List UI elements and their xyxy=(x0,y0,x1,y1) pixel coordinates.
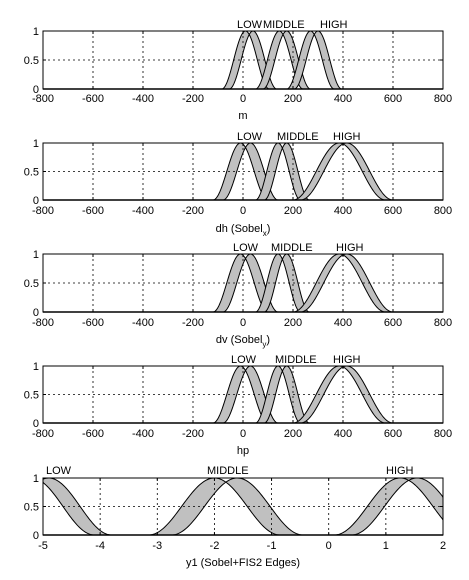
x-tick-label: 600 xyxy=(384,317,402,329)
x-tick-label: -400 xyxy=(132,93,154,105)
x-tick-label: -200 xyxy=(182,317,204,329)
x-tick-label: 200 xyxy=(284,205,302,217)
x-tick-label: -800 xyxy=(32,317,54,329)
x-tick-label: -400 xyxy=(132,428,154,440)
mf-label-high: HIGH xyxy=(386,465,414,477)
x-tick-label: 600 xyxy=(384,205,402,217)
x-tick-label: -800 xyxy=(32,93,54,105)
x-tick-label: -200 xyxy=(182,93,204,105)
mf-label-low: LOW xyxy=(233,242,259,254)
x-tick-label: -2 xyxy=(210,540,220,552)
y-tick-label: 1 xyxy=(33,361,39,373)
y-tick-label: 1 xyxy=(33,473,39,485)
x-tick-label: -4 xyxy=(95,540,105,552)
x-tick-label: 1 xyxy=(383,540,389,552)
y-tick-label: 1 xyxy=(33,249,39,261)
x-tick-label: 400 xyxy=(334,317,352,329)
y-tick-label: 1 xyxy=(33,138,39,150)
x-tick-label: 400 xyxy=(334,93,352,105)
x-tick-label: -800 xyxy=(32,428,54,440)
y-tick-label: 0 xyxy=(33,418,39,430)
x-axis-label: m xyxy=(238,110,247,122)
x-tick-label: 200 xyxy=(284,428,302,440)
mf-label-middle: MIDDLE xyxy=(277,131,319,143)
x-tick-label: 400 xyxy=(334,428,352,440)
x-tick-label: 2 xyxy=(440,540,446,552)
x-tick-label: -600 xyxy=(82,317,104,329)
x-tick-label: 800 xyxy=(434,428,452,440)
subplot-4: -800 -600 -400 -200 0 200 400 600 800 0 0.5 1 LOW MID… xyxy=(24,354,452,457)
x-axis-label: dh (Sobelx) xyxy=(216,223,271,238)
x-axis-label: hp xyxy=(237,445,249,457)
mf-label-high: HIGH xyxy=(333,354,361,366)
mf-label-low: LOW xyxy=(237,131,263,143)
x-tick-label: 0 xyxy=(240,428,246,440)
x-tick-label: -600 xyxy=(82,93,104,105)
x-tick-label: -5 xyxy=(38,540,48,552)
x-axis-label: dv (Sobely) xyxy=(216,334,270,349)
x-tick-label: 0 xyxy=(240,205,246,217)
x-tick-label: -600 xyxy=(82,205,104,217)
y-tick-label: 0.5 xyxy=(24,55,39,67)
mf-label-middle: MIDDLE xyxy=(275,354,317,366)
mf-label-middle: MIDDLE xyxy=(271,242,313,254)
x-tick-label: 800 xyxy=(434,93,452,105)
subplot-3: -800 -600 -400 -200 0 200 400 600 800 0 0.5 1 LOW MID… xyxy=(24,242,452,349)
y-tick-label: 0.5 xyxy=(24,167,39,179)
x-tick-label: -200 xyxy=(182,428,204,440)
x-tick-label: 400 xyxy=(334,205,352,217)
y-tick-label: 0 xyxy=(33,195,39,207)
mf-label-high: HIGH xyxy=(320,19,348,31)
x-tick-label: 0 xyxy=(240,93,246,105)
mf-label-high: HIGH xyxy=(336,242,364,254)
mf-label-high: HIGH xyxy=(333,131,361,143)
x-tick-label: 200 xyxy=(284,317,302,329)
x-tick-label: 800 xyxy=(434,317,452,329)
y-tick-label: 0.5 xyxy=(24,502,39,514)
subplot-5: -5 -4 -3 -2 -1 0 1 2 0 0.5 1 LOW MIDDLE HIGH y1 (Sobel… xyxy=(24,465,446,569)
mf-label-low: LOW xyxy=(231,354,257,366)
y-tick-label: 0.5 xyxy=(24,390,39,402)
y-tick-label: 0 xyxy=(33,307,39,319)
mf-label-middle: MIDDLE xyxy=(207,465,249,477)
y-tick-label: 0 xyxy=(33,84,39,96)
subplot-2: -800 -600 -400 -200 0 200 400 600 800 0 0.5 1 LOW MID… xyxy=(24,131,452,238)
x-tick-label: -400 xyxy=(132,205,154,217)
x-tick-label: -200 xyxy=(182,205,204,217)
x-tick-label: -600 xyxy=(82,428,104,440)
x-tick-label: 800 xyxy=(434,205,452,217)
subplot-1: -800 -600 -400 -200 0 200 400 600 800 0 0.5 1 LOW MID… xyxy=(24,19,452,122)
x-tick-label: -400 xyxy=(132,317,154,329)
x-tick-label: -800 xyxy=(32,205,54,217)
x-axis-label: y1 (Sobel+FIS2 Edges) xyxy=(186,557,300,569)
x-tick-label: -3 xyxy=(152,540,162,552)
x-tick-label: -1 xyxy=(267,540,277,552)
mf-label-low: LOW xyxy=(237,19,263,31)
mf-label-middle: MIDDLE xyxy=(263,19,305,31)
x-tick-label: 0 xyxy=(326,540,332,552)
mf-label-low: LOW xyxy=(46,465,72,477)
x-tick-label: 600 xyxy=(384,428,402,440)
x-tick-label: 0 xyxy=(240,317,246,329)
y-tick-label: 0 xyxy=(33,530,39,542)
x-tick-label: 600 xyxy=(384,93,402,105)
y-tick-label: 1 xyxy=(33,26,39,38)
x-tick-label: 200 xyxy=(284,93,302,105)
y-tick-label: 0.5 xyxy=(24,278,39,290)
